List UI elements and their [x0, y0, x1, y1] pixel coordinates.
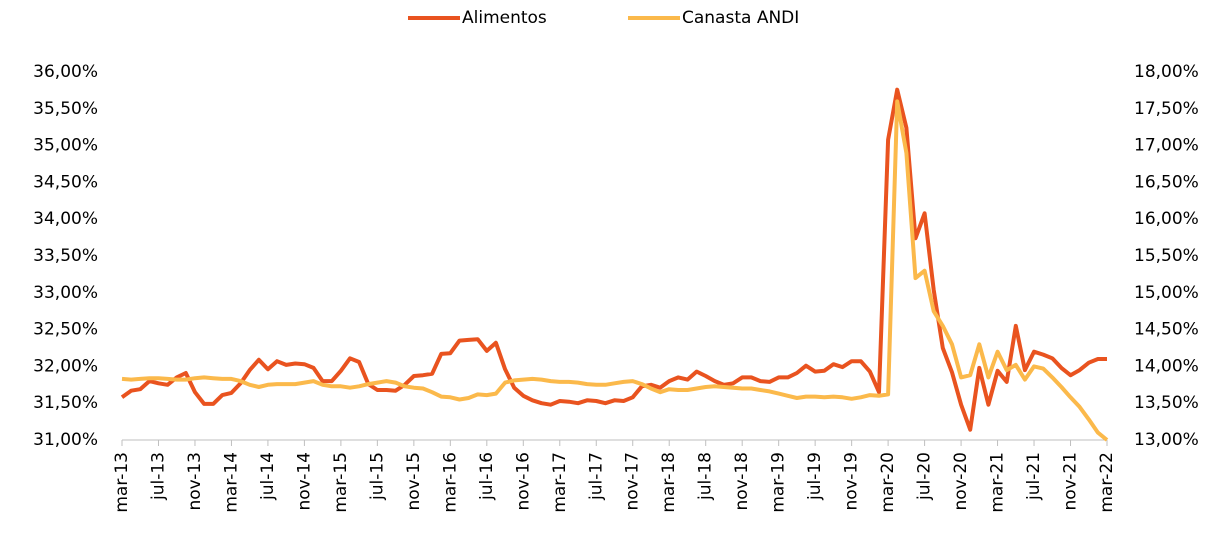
x-tick-label: nov-15	[404, 452, 424, 511]
x-tick-label: jul-18	[696, 452, 716, 501]
y2-tick-label: 15,50%	[1134, 246, 1199, 266]
x-tick-label: nov-13	[185, 452, 205, 511]
x-tick-label: nov-20	[951, 452, 971, 511]
y-tick-label: 32,50%	[33, 320, 98, 340]
y-tick-label: 36,00%	[33, 62, 98, 82]
x-tick-label: jul-14	[258, 452, 278, 501]
x-tick-label: nov-17	[623, 452, 643, 511]
x-tick-label: mar-20	[878, 452, 898, 513]
y2-tick-label: 16,50%	[1134, 172, 1199, 192]
y-tick-label: 33,50%	[33, 246, 98, 266]
y-tick-label: 34,50%	[33, 172, 98, 192]
y-tick-label: 34,00%	[33, 209, 98, 229]
x-tick-label: nov-16	[513, 452, 533, 511]
x-tick-label: mar-16	[440, 452, 460, 513]
legend-label: Alimentos	[462, 8, 547, 28]
legend-label: Canasta ANDI	[682, 8, 799, 28]
x-tick-label: mar-21	[988, 452, 1008, 513]
y2-tick-label: 17,50%	[1134, 99, 1199, 119]
y-tick-label: 35,50%	[33, 99, 98, 119]
x-tick-label: jul-21	[1024, 452, 1044, 501]
x-tick-label: jul-19	[805, 452, 825, 501]
y-tick-label: 33,00%	[33, 283, 98, 303]
y2-tick-label: 18,00%	[1134, 62, 1199, 82]
x-tick-label: nov-19	[842, 452, 862, 511]
x-tick-label: jul-13	[148, 452, 168, 501]
y2-tick-label: 13,00%	[1134, 430, 1199, 450]
x-tick-label: mar-19	[769, 452, 789, 513]
y2-tick-label: 14,50%	[1134, 320, 1199, 340]
line-series	[120, 87, 1107, 432]
x-tick-label: mar-15	[331, 452, 351, 513]
x-tick-label: nov-18	[732, 452, 752, 511]
y2-tick-label: 16,00%	[1134, 209, 1199, 229]
y2-tick-label: 15,00%	[1134, 283, 1199, 303]
y-tick-label: 31,00%	[33, 430, 98, 450]
x-tick-label: mar-13	[112, 452, 132, 513]
y2-tick-label: 14,00%	[1134, 356, 1199, 376]
x-tick-label: mar-17	[550, 452, 570, 513]
x-tick-label: jul-17	[586, 452, 606, 501]
line-series	[121, 99, 1109, 442]
y2-tick-label: 13,50%	[1134, 393, 1199, 413]
y-tick-label: 32,00%	[33, 356, 98, 376]
x-tick-label: mar-14	[221, 452, 241, 513]
x-tick-label: mar-22	[1097, 452, 1117, 513]
x-tick-label: mar-18	[659, 452, 679, 513]
y2-tick-label: 17,00%	[1134, 136, 1199, 156]
x-tick-label: jul-15	[367, 452, 387, 501]
x-tick-label: jul-20	[915, 452, 935, 501]
x-tick-label: nov-21	[1061, 452, 1081, 511]
x-tick-label: nov-14	[294, 452, 314, 511]
x-tick-label: jul-16	[477, 452, 497, 501]
y-tick-label: 31,50%	[33, 393, 98, 413]
y-tick-label: 35,00%	[33, 136, 98, 156]
